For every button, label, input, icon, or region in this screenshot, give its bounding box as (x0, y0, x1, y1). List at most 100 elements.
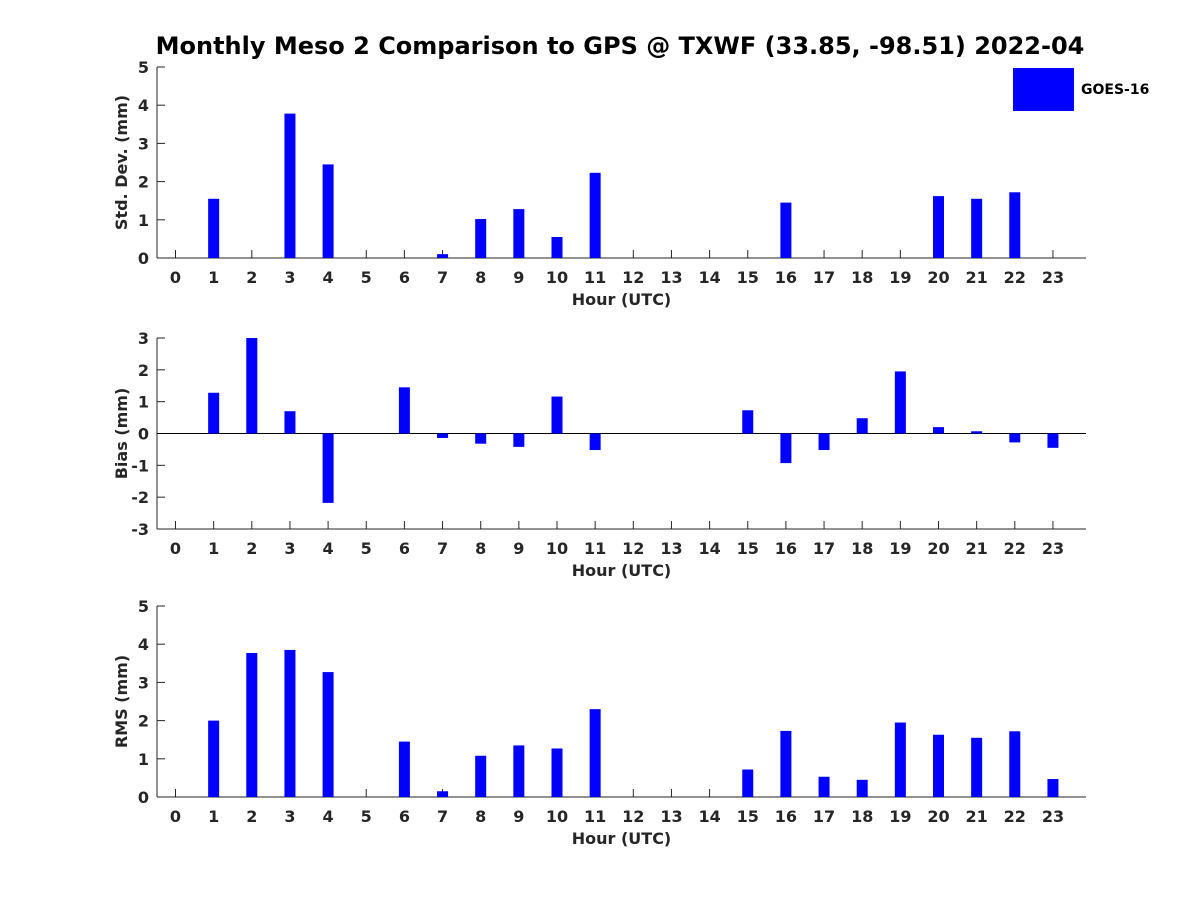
x-tick-label: 10 (546, 268, 568, 287)
x-tick-label: 15 (737, 807, 759, 826)
x-tick-label: 5 (361, 807, 372, 826)
x-tick-label: 11 (584, 268, 606, 287)
x-tick-label: 12 (622, 539, 644, 558)
bar-hour-1 (208, 720, 220, 797)
x-tick-label: 2 (246, 268, 257, 287)
bar-hour-20 (933, 734, 944, 797)
y-tick-label: 3 (138, 134, 149, 153)
y-tick-label: 5 (138, 58, 149, 77)
bar-hour-21 (971, 737, 983, 797)
chart-legend: GOES-16 (1013, 68, 1149, 111)
x-tick-label: 9 (513, 807, 524, 826)
x-tick-label: 0 (170, 807, 181, 826)
bar-hour-9 (513, 209, 525, 258)
x-tick-label: 15 (737, 539, 759, 558)
x-tick-label: 19 (889, 807, 911, 826)
x-tick-label: 14 (698, 268, 720, 287)
x-tick-label: 7 (437, 268, 448, 287)
x-tick-label: 1 (208, 807, 219, 826)
x-tick-label: 6 (399, 807, 410, 826)
bar-hour-22 (1009, 731, 1021, 797)
y-tick-label: -3 (131, 520, 149, 539)
bar-hour-7 (437, 254, 449, 258)
bar-hour-10 (551, 236, 563, 258)
x-tick-label: 13 (660, 268, 682, 287)
bar-hour-7 (437, 791, 449, 797)
x-tick-label: 21 (966, 539, 988, 558)
x-tick-label: 19 (889, 268, 911, 287)
bar-hour-6 (398, 387, 410, 434)
x-tick-label: 11 (584, 539, 606, 558)
bar-hour-8 (475, 755, 487, 797)
x-tick-label: 21 (966, 268, 988, 287)
bar-hour-3 (284, 113, 296, 258)
x-tick-label: 16 (775, 807, 797, 826)
y-tick-label: 1 (138, 393, 149, 412)
x-tick-label: 0 (170, 268, 181, 287)
x-tick-label: 21 (966, 807, 988, 826)
bar-hour-19 (894, 722, 906, 797)
x-tick-label: 7 (437, 807, 448, 826)
bar-hour-23 (1047, 779, 1059, 797)
x-tick-label: 11 (584, 807, 606, 826)
y-tick-label: 2 (138, 173, 149, 192)
bar-hour-15 (742, 769, 754, 797)
x-tick-label: 4 (323, 807, 334, 826)
x-tick-label: 22 (1004, 539, 1026, 558)
x-axis-label: Hour (UTC) (572, 561, 672, 580)
x-tick-label: 23 (1042, 539, 1064, 558)
bar-hour-22 (1009, 433, 1021, 443)
x-tick-label: 22 (1004, 268, 1026, 287)
x-tick-label: 6 (399, 268, 410, 287)
y-tick-label: 5 (138, 597, 149, 616)
bar-hour-10 (551, 396, 563, 434)
x-tick-label: 0 (170, 539, 181, 558)
bar-hour-16 (780, 730, 792, 797)
x-tick-label: 17 (813, 268, 835, 287)
x-tick-label: 17 (813, 539, 835, 558)
bar-hour-16 (780, 202, 792, 258)
y-tick-label: 0 (138, 425, 149, 444)
bar-hour-4 (322, 672, 334, 797)
bar-hour-4 (322, 433, 334, 503)
bar-hour-17 (818, 433, 830, 451)
bar-hour-9 (513, 433, 525, 447)
x-tick-label: 4 (323, 268, 334, 287)
bar-hour-2 (246, 652, 258, 797)
y-tick-label: 2 (138, 361, 149, 380)
bar-hour-16 (780, 433, 792, 464)
x-tick-label: 8 (475, 539, 486, 558)
y-tick-label: 3 (138, 329, 149, 348)
bar-hour-4 (322, 164, 334, 258)
y-tick-label: -1 (131, 456, 149, 475)
x-tick-label: 1 (208, 539, 219, 558)
bar-hour-3 (284, 411, 296, 434)
y-tick-label: 3 (138, 673, 149, 692)
bar-hour-8 (475, 219, 487, 258)
x-tick-label: 2 (246, 539, 257, 558)
bar-hour-11 (589, 172, 601, 258)
x-tick-label: 2 (246, 807, 257, 826)
x-axis-label: Hour (UTC) (572, 829, 672, 848)
y-tick-label: 4 (138, 96, 149, 115)
y-tick-label: 1 (138, 211, 149, 230)
bar-hour-1 (208, 198, 220, 258)
bar-hour-3 (284, 649, 296, 797)
x-tick-label: 20 (927, 539, 949, 558)
x-tick-label: 10 (546, 807, 568, 826)
x-tick-label: 3 (284, 268, 295, 287)
x-axis-label: Hour (UTC) (572, 290, 672, 309)
x-tick-label: 16 (775, 268, 797, 287)
bar-hour-17 (818, 776, 830, 797)
bar-hour-11 (589, 433, 601, 451)
x-tick-label: 5 (361, 268, 372, 287)
bar-hour-7 (437, 433, 449, 438)
y-axis-label: Bias (mm) (112, 388, 131, 480)
x-tick-label: 15 (737, 268, 759, 287)
x-tick-label: 16 (775, 539, 797, 558)
y-tick-label: 2 (138, 712, 149, 731)
x-tick-label: 5 (361, 539, 372, 558)
